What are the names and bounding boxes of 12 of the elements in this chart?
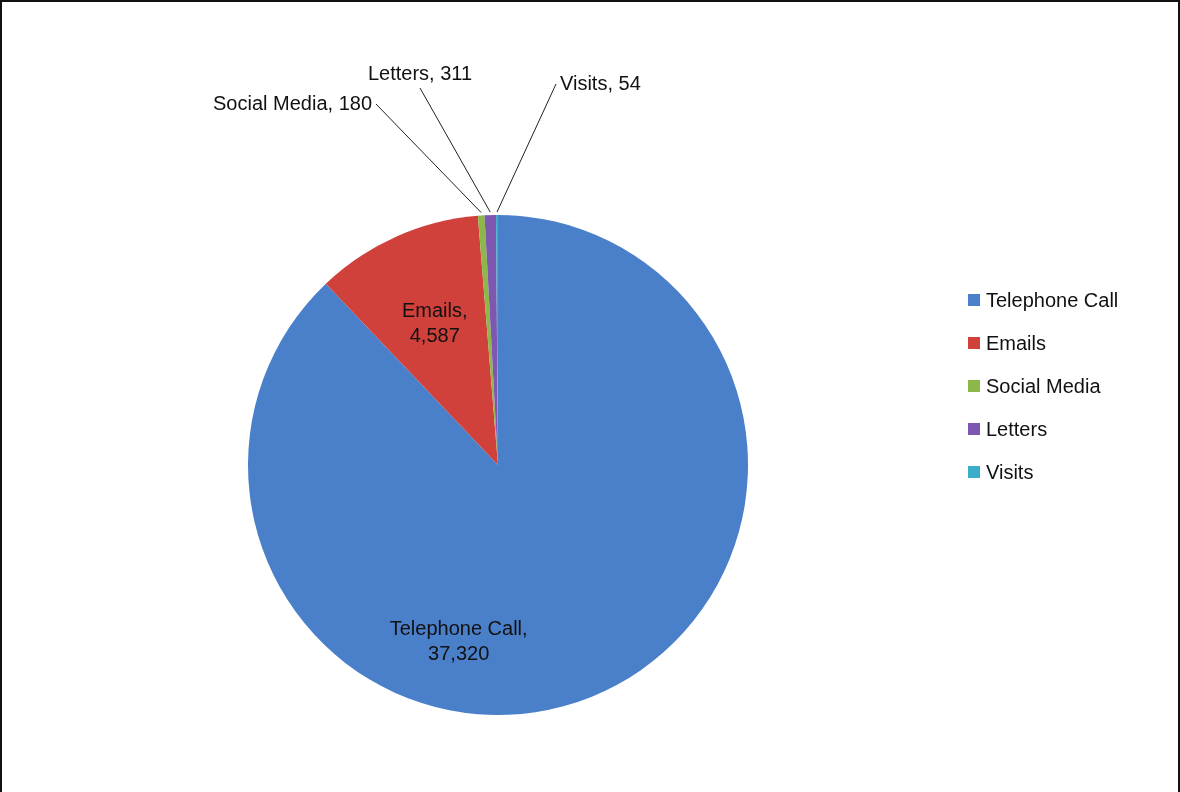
pie-slice — [248, 215, 748, 715]
legend-label: Emails — [986, 332, 1047, 354]
data-label: Letters, 311 — [367, 62, 473, 84]
data-label: Visits, 54 — [560, 72, 641, 94]
legend-label: Social Media — [986, 375, 1102, 397]
data-label: Emails, 4,587 — [401, 299, 468, 347]
legend-label: Telephone Call — [986, 289, 1119, 311]
legend-label: Letters — [986, 418, 1048, 440]
data-label: Telephone Call, 37,320 — [389, 616, 528, 664]
data-label: Social Media, 180 — [213, 92, 372, 114]
legend-label: Visits — [986, 461, 1034, 483]
pie-slice — [325, 215, 498, 465]
